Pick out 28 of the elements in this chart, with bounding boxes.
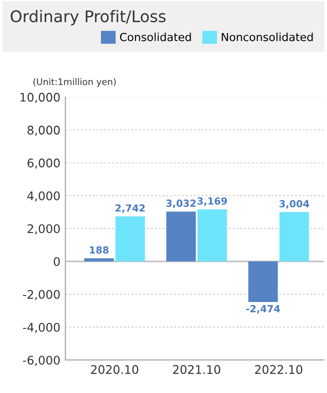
data-label: 188 <box>90 246 109 254</box>
y-tick-label: 4,000 <box>27 191 60 202</box>
legend-label: Consolidated <box>120 32 191 42</box>
x-tick-label: 2021.10 <box>173 365 220 374</box>
y-tick-label: -4,000 <box>23 322 60 333</box>
data-label: 3,004 <box>279 200 310 209</box>
bar <box>197 209 227 262</box>
y-tick-label: 10,000 <box>20 92 60 103</box>
data-label: 3,032 <box>166 200 196 208</box>
bar <box>166 212 196 262</box>
legend-label: Nonconsolidated <box>222 32 313 42</box>
y-tick-label: 8,000 <box>28 126 60 136</box>
y-tick-label: 6,000 <box>28 158 60 169</box>
y-tick-label: -2,000 <box>23 290 60 300</box>
y-tick-label: 0 <box>54 257 60 266</box>
text: (Unit:1million yen) <box>33 78 116 87</box>
x-tick-label: 2022.10 <box>255 365 302 374</box>
chart-title: Ordinary Profit/Loss <box>10 10 166 26</box>
bar <box>248 261 278 302</box>
data-label: -2,474 <box>246 304 280 314</box>
data-label: 3,169 <box>197 197 227 206</box>
bar <box>115 216 145 262</box>
x-tick-label: 2020.10 <box>91 365 138 374</box>
y-tick-label: 2,000 <box>28 224 60 234</box>
bar <box>84 258 114 262</box>
bar <box>279 212 309 262</box>
y-tick-label: -6,000 <box>23 356 60 366</box>
data-label: 2,742 <box>116 204 145 213</box>
